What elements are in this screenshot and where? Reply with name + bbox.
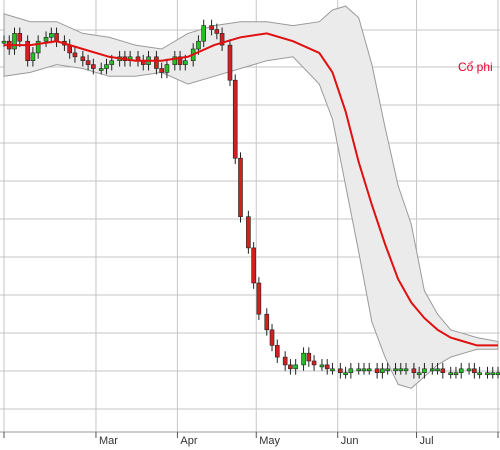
candle-body [311,360,317,366]
candle-body [48,33,54,38]
candle-body [458,368,464,373]
x-tick-label: Mar [99,435,118,447]
candle-body [201,25,207,42]
bollinger-band [3,5,499,389]
candle-body [385,368,390,372]
candle-body [411,368,417,373]
candle-body [109,60,115,65]
candle-body [227,44,233,81]
candle-body [238,157,243,217]
candle-body [80,56,86,61]
candle-body [485,372,490,376]
candle-body [85,60,91,65]
x-axis: Mar Apr May Jun Jul [0,431,500,447]
candle-body [430,368,435,372]
candle-body [177,56,183,65]
candle-body [330,368,335,372]
candles [1,19,500,379]
candle-body [380,368,385,373]
moving-average-line [4,32,498,347]
candle-body [366,368,372,372]
chart-annotation: Cổ phi [458,60,493,74]
candle-body [256,282,262,315]
candle-body [374,368,380,373]
candle-body [43,36,49,42]
candle-body [91,64,96,69]
candle-body [183,60,188,65]
x-tick-label: Jun [341,435,359,447]
candle-body [1,40,7,44]
candle-body [398,368,404,372]
candle-body [448,372,454,376]
candle-body [282,356,288,366]
candle-body [495,372,500,376]
candle-body [17,33,23,42]
candle-body [490,372,496,376]
candle-body [164,64,170,73]
candle-body [54,33,59,42]
candle-body [338,368,343,373]
candle-body [319,364,325,368]
candle-body [72,52,78,58]
candle-body [301,352,306,366]
candle-body [477,372,482,376]
candle-body [324,364,330,370]
candle-body [361,368,367,372]
candle-body [264,313,270,331]
candle-body [453,372,459,376]
x-tick-label: Jul [420,435,434,447]
x-tick-label: May [259,435,280,447]
candle-body [35,40,41,54]
candle-body [348,368,354,373]
candle-body [219,33,225,46]
candle-body [232,79,238,159]
candle-body [154,56,159,69]
candle-body [306,352,312,362]
candle-body [25,40,30,62]
candle-body [269,329,275,346]
candle-body [246,216,251,249]
candle-body [356,368,362,372]
candle-body [12,33,17,50]
candle-body [472,368,477,373]
x-tick-label: Apr [180,435,197,447]
candle-body [159,68,164,73]
candle-body [422,368,427,373]
candle-body [172,56,178,65]
candle-body [435,368,440,372]
candle-body [196,40,201,50]
candle-body [288,364,293,370]
candle-body [416,372,422,376]
candle-body [440,368,446,373]
candle-body [466,368,472,372]
candle-body [343,372,348,376]
candle-body [104,64,109,69]
candle-body [214,29,220,34]
candle-body [403,368,409,372]
candle-body [274,345,280,358]
candle-body [98,68,104,71]
candle-body [30,52,36,62]
candle-body [393,368,398,372]
candle-body [293,364,298,370]
candle-body [209,25,214,30]
candle-body [251,247,256,284]
